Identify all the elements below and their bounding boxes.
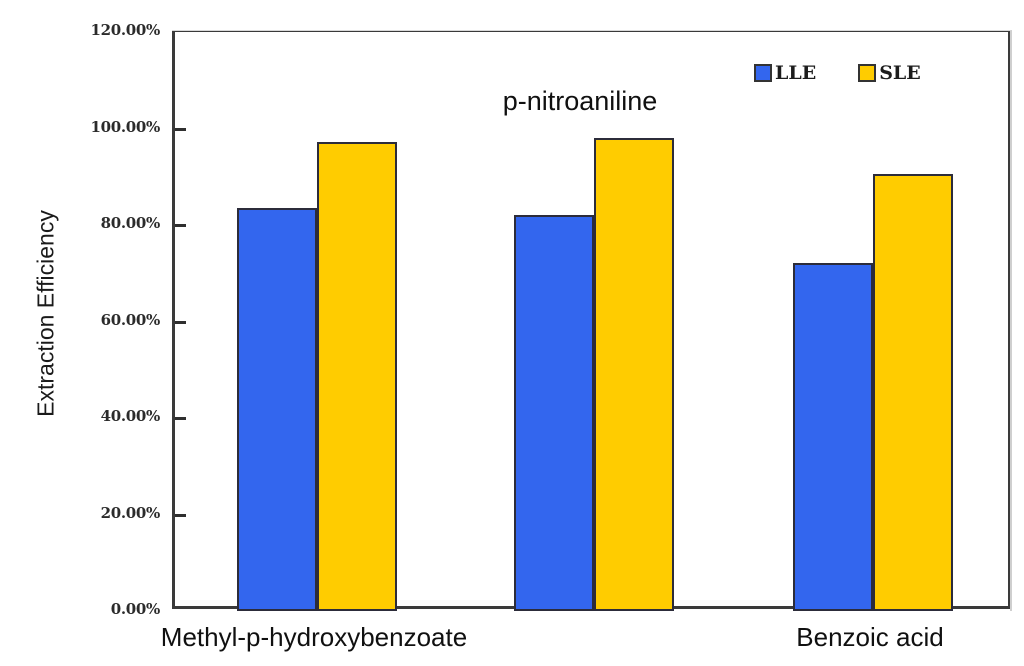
bar-lle-3 [793, 262, 873, 611]
plot-area [172, 30, 1010, 611]
y-axis-tick-label: 80.00% [100, 214, 161, 232]
bar-sle-2 [594, 138, 674, 611]
bar-lle-2 [514, 215, 594, 611]
x-axis-category-label: Methyl-p-hydroxybenzoate [160, 622, 468, 652]
legend-label: SLE [879, 62, 921, 84]
bar-sle-1 [317, 141, 397, 611]
chart-title: p-nitroaniline [502, 86, 658, 116]
legend-label: LLE [775, 62, 817, 84]
y-axis-tick-label: 100.00% [90, 117, 160, 136]
legend: LLE SLE [754, 62, 921, 84]
y-axis-tick-label: 20.00% [100, 503, 161, 522]
y-axis-tick-mark [175, 320, 186, 324]
bar-lle-1 [237, 208, 317, 611]
y-axis-tick-label: 40.00% [100, 407, 161, 425]
legend-swatch-sle-icon [858, 64, 877, 82]
bar-sle-3 [873, 174, 953, 611]
y-axis-tick-label: 120.00% [90, 21, 160, 39]
y-axis-tick-mark [175, 224, 186, 227]
y-axis-tick-mark [175, 513, 186, 517]
y-axis-tick-label: 60.00% [100, 310, 161, 329]
legend-item-sle[interactable]: SLE [858, 62, 921, 84]
legend-item-lle[interactable]: LLE [754, 62, 816, 84]
y-axis-tick-mark [175, 417, 186, 420]
y-axis-tick-label: 0.00% [110, 600, 161, 618]
y-axis-tick-mark [175, 127, 186, 131]
x-axis-category-label: Benzoic acid [796, 622, 944, 652]
legend-swatch-lle-icon [754, 64, 772, 82]
